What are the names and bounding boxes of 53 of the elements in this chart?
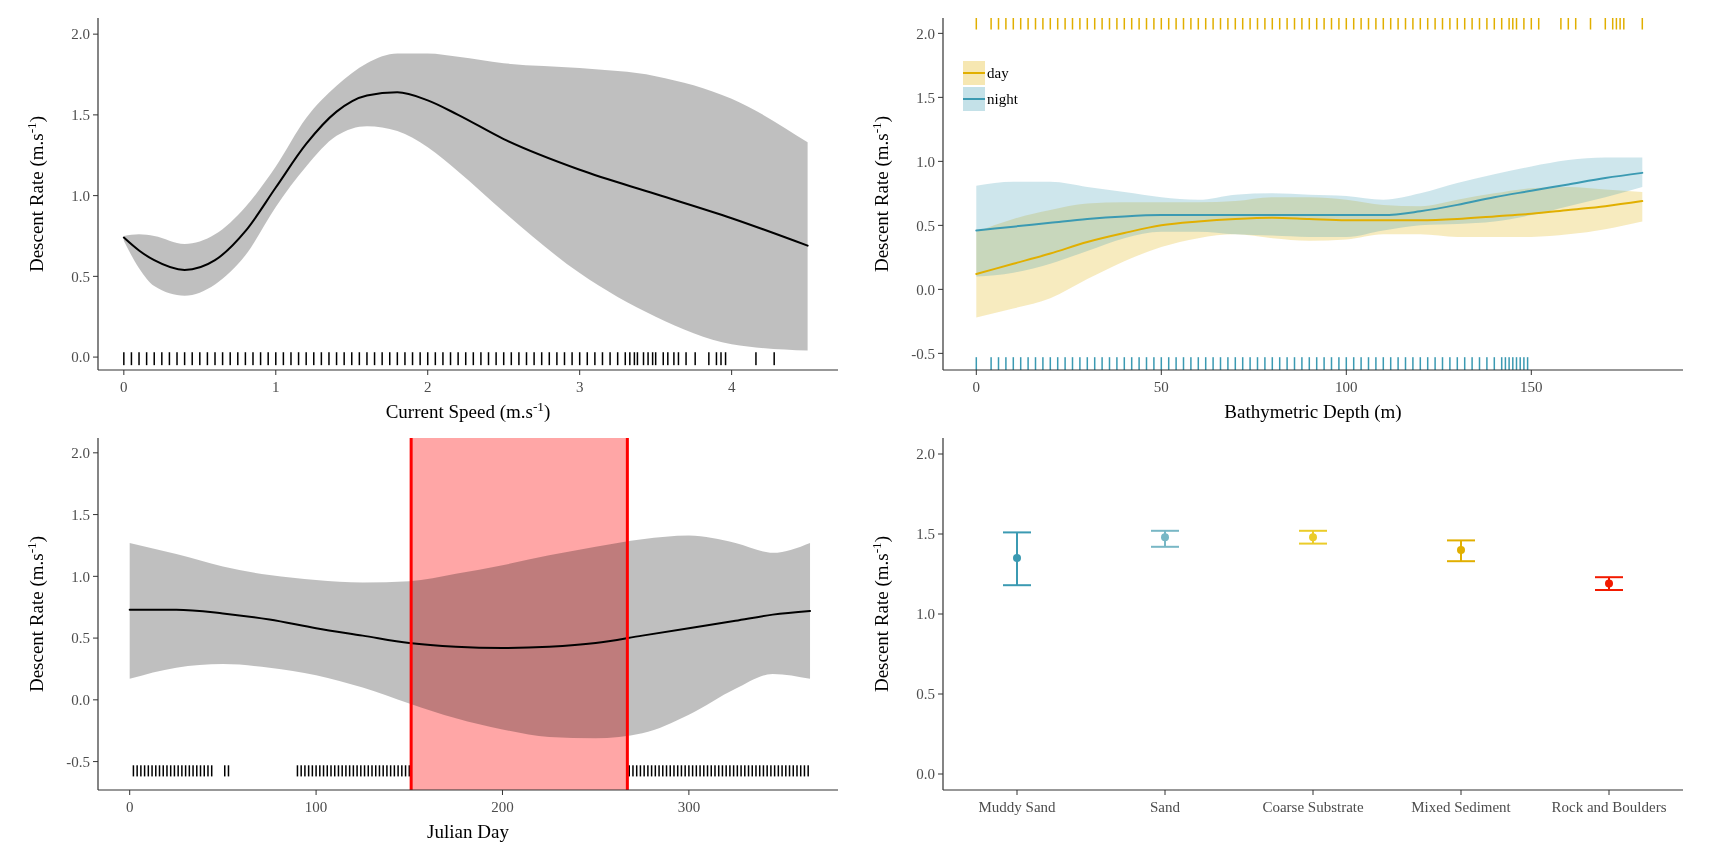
x-tick-label: Sand (1150, 799, 1181, 815)
legend-label: day (987, 65, 1010, 82)
x-tick-label: 2 (423, 379, 432, 395)
y-tick-label: 2.0 (916, 25, 935, 42)
y-tick-label: 1.0 (916, 606, 935, 623)
y-tick-label: 1.5 (916, 526, 935, 543)
y-tick-label: 0.5 (71, 268, 90, 285)
x-tick-label: 100 (1335, 379, 1358, 395)
x-tick-label: Coarse Substrate (1262, 799, 1364, 815)
y-tick-label: 2.0 (71, 26, 90, 43)
y-tick-label: 2.0 (71, 445, 90, 462)
y-tick-label: 0.0 (916, 766, 935, 783)
y-tick-label: 1.0 (916, 153, 935, 170)
x-tick-label: 0 (972, 379, 981, 395)
x-tick-label: 200 (491, 799, 514, 815)
line-series (128, 608, 812, 649)
legend-label: night (987, 91, 1019, 108)
x-tick-label: Mixed Sediment (1411, 799, 1512, 815)
point (1013, 554, 1021, 562)
x-tick-label: 0 (120, 379, 128, 395)
y-tick-label: -0.5 (66, 753, 90, 770)
y-tick-label: 2.0 (916, 446, 935, 463)
point (1309, 533, 1317, 542)
line-series (122, 91, 809, 271)
x-tick-label: 4 (727, 379, 736, 395)
x-tick-label: 0 (125, 799, 134, 815)
x-axis-title: Current Speed (m.s$^{-1}$) (385, 398, 551, 423)
point (1161, 533, 1169, 542)
y-tick-label: -0.5 (911, 345, 935, 362)
x-tick-label: 1 (272, 379, 280, 395)
x-tick-label: 150 (1520, 379, 1543, 395)
x-tick-label: Rock and Boulders (1551, 799, 1667, 815)
x-tick-label: 100 (304, 799, 328, 815)
y-tick-label: 0.0 (916, 281, 935, 298)
line-series (975, 171, 1644, 232)
x-tick-label: 50 (1153, 379, 1169, 395)
y-tick-label: 1.5 (71, 107, 90, 124)
y-tick-label: 0.5 (71, 630, 90, 647)
x-tick-label: 300 (677, 799, 701, 815)
y-tick-label: 0.5 (916, 686, 935, 703)
point (1457, 546, 1465, 554)
y-tick-label: 0.0 (71, 692, 90, 709)
x-axis-title: Julian Day (427, 821, 510, 842)
y-tick-label: 1.5 (71, 506, 90, 523)
y-tick-label: 0.5 (916, 217, 935, 234)
x-tick-label: 3 (575, 379, 584, 395)
y-tick-label: 1.5 (916, 89, 935, 106)
y-tick-label: 1.0 (71, 568, 90, 585)
x-tick-label: Muddy Sand (978, 799, 1057, 815)
line-series (975, 200, 1644, 275)
x-axis-title: Bathymetric Depth (m) (1224, 401, 1402, 423)
y-tick-label: 0.0 (71, 349, 90, 366)
y-tick-label: 1.0 (71, 187, 90, 204)
